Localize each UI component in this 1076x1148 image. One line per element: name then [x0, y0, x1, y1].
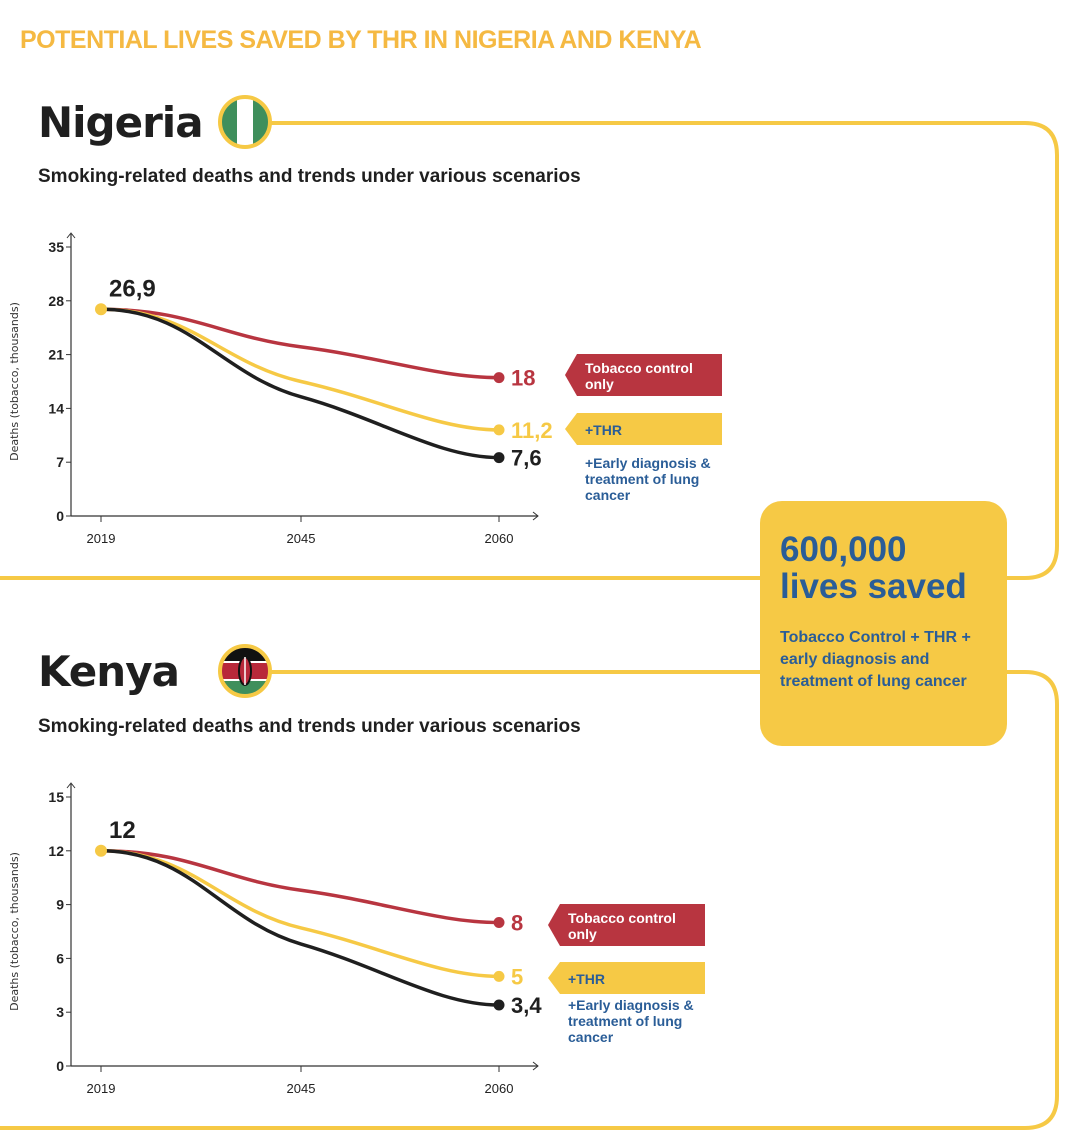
- kenya-y-tick-label: 6: [56, 950, 64, 966]
- kenya-y-tick-label: 15: [48, 789, 64, 805]
- nigeria-y-tick-label: 7: [56, 454, 64, 470]
- legend-early-nigeria: +Early diagnosis & treatment of lung can…: [585, 455, 711, 503]
- kenya-subtitle: Smoking-related deaths and trends under …: [38, 716, 581, 737]
- legend-thr-kenya: +THR: [548, 962, 705, 994]
- nigeria-y-tick-label: 0: [56, 508, 64, 524]
- nigeria-end-label: 11,2: [511, 418, 553, 443]
- kenya-end-label: 8: [511, 911, 523, 936]
- legend-tobacco-nigeria: Tobacco control only: [565, 354, 722, 396]
- kenya-y-arrow: [66, 782, 76, 789]
- kenya-x-arrow: [532, 1061, 539, 1071]
- kenya-series-line: [100, 849, 500, 979]
- nigeria-y-tick-label: 35: [48, 239, 64, 255]
- kenya-end-label: 3,4: [511, 993, 542, 1018]
- nigeria-end-label: 18: [511, 366, 535, 391]
- kenya-end-point: [493, 999, 505, 1011]
- kenya-x-tick-label: 2060: [485, 1081, 514, 1096]
- kenya-heading: Kenya: [38, 647, 180, 696]
- kenya-y-axis-label: Deaths (tobacco, thousands): [8, 852, 21, 1011]
- kenya-end-label: 5: [511, 964, 523, 989]
- legend-tobacco-kenya: Tobacco control only: [548, 904, 705, 946]
- legend-thr-nigeria: +THR: [565, 413, 722, 445]
- page-title: POTENTIAL LIVES SAVED BY THR IN NIGERIA …: [20, 26, 702, 54]
- nigeria-flag: [218, 95, 272, 149]
- nigeria-x-arrow: [532, 511, 539, 521]
- nigeria-start-label: 26,9: [109, 275, 156, 302]
- nigeria-y-axis-label: Deaths (tobacco, thousands): [8, 302, 21, 461]
- nigeria-series-line: [100, 307, 500, 460]
- nigeria-y-tick-label: 14: [48, 400, 64, 416]
- kenya-y-tick-label: 12: [48, 843, 64, 859]
- kenya-start-point: [95, 844, 107, 857]
- nigeria-start-point: [95, 303, 107, 316]
- lives-saved-callout: 600,000 lives saved Tobacco Control + TH…: [760, 501, 1007, 746]
- kenya-y-tick-label: 0: [56, 1058, 64, 1074]
- kenya-x-tick-label: 2019: [87, 1081, 116, 1096]
- nigeria-y-tick-label: 28: [48, 293, 64, 309]
- lives-saved-description: Tobacco Control + THR + early diagnosis …: [780, 629, 971, 690]
- legend-early-kenya: +Early diagnosis & treatment of lung can…: [568, 997, 694, 1045]
- kenya-start-label: 12: [109, 817, 136, 844]
- nigeria-y-tick-label: 21: [48, 347, 64, 363]
- nigeria-heading: Nigeria: [38, 98, 204, 147]
- nigeria-end-label: 7,6: [511, 446, 542, 471]
- nigeria-series-line: [100, 307, 500, 432]
- kenya-flag: [218, 644, 272, 698]
- kenya-x-tick-label: 2045: [287, 1081, 316, 1096]
- lives-saved-number: 600,000 lives saved: [780, 530, 967, 606]
- nigeria-series-line: [100, 307, 500, 380]
- kenya-end-point: [493, 917, 505, 929]
- nigeria-end-point: [493, 452, 505, 464]
- kenya-y-tick-label: 3: [56, 1004, 64, 1020]
- nigeria-x-tick-label: 2060: [485, 531, 514, 546]
- nigeria-x-tick-label: 2019: [87, 531, 116, 546]
- nigeria-end-point: [493, 424, 505, 436]
- kenya-series-line: [100, 849, 500, 925]
- nigeria-y-arrow: [66, 232, 76, 239]
- nigeria-end-point: [493, 372, 505, 384]
- kenya-end-point: [493, 970, 505, 982]
- kenya-series-line: [100, 849, 500, 1007]
- nigeria-x-tick-label: 2045: [287, 531, 316, 546]
- nigeria-subtitle: Smoking-related deaths and trends under …: [38, 166, 581, 187]
- kenya-y-tick-label: 9: [56, 897, 64, 913]
